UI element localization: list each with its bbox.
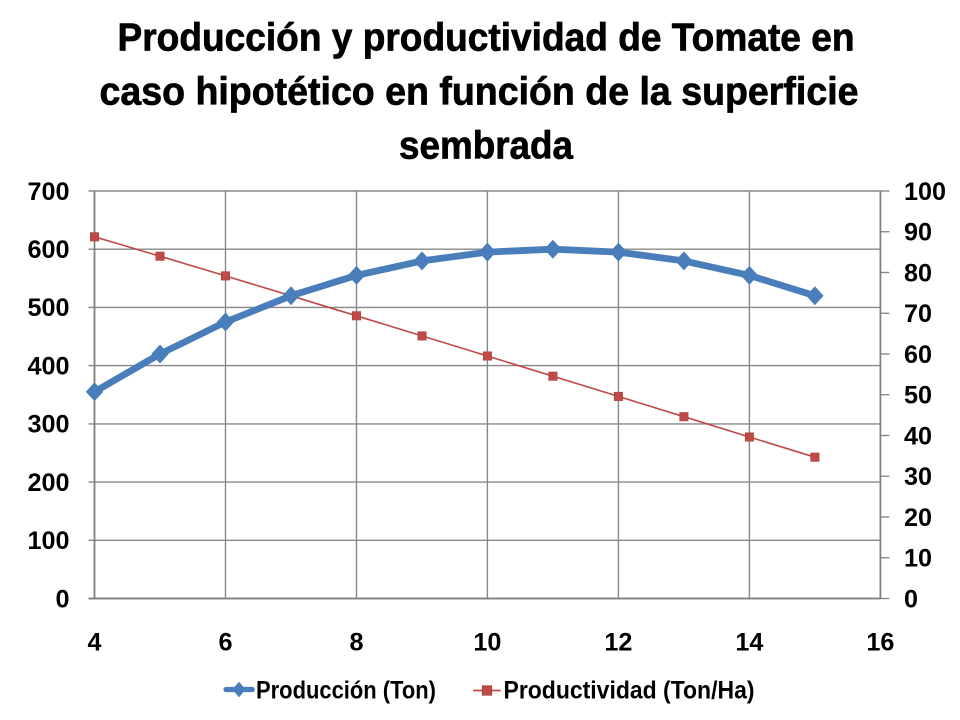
svg-text:10: 10 bbox=[473, 629, 501, 657]
svg-text:sembrada: sembrada bbox=[399, 124, 574, 168]
svg-text:70: 70 bbox=[904, 300, 932, 328]
svg-text:100: 100 bbox=[27, 527, 69, 555]
svg-text:12: 12 bbox=[604, 629, 632, 657]
svg-text:10: 10 bbox=[904, 545, 932, 573]
svg-text:700: 700 bbox=[27, 178, 69, 206]
svg-text:30: 30 bbox=[904, 463, 932, 491]
svg-text:20: 20 bbox=[904, 504, 932, 532]
svg-text:16: 16 bbox=[866, 629, 894, 657]
svg-text:40: 40 bbox=[904, 422, 932, 450]
svg-text:90: 90 bbox=[904, 219, 932, 247]
svg-text:600: 600 bbox=[27, 236, 69, 264]
svg-text:60: 60 bbox=[904, 341, 932, 369]
svg-text:200: 200 bbox=[27, 469, 69, 497]
svg-text:0: 0 bbox=[55, 585, 69, 613]
svg-text:80: 80 bbox=[904, 259, 932, 287]
svg-text:400: 400 bbox=[27, 352, 69, 380]
svg-text:6: 6 bbox=[218, 629, 232, 657]
svg-text:300: 300 bbox=[27, 411, 69, 439]
svg-text:caso hipotético en función de: caso hipotético en función de la superfi… bbox=[100, 70, 859, 114]
svg-text:50: 50 bbox=[904, 382, 932, 410]
svg-text:4: 4 bbox=[87, 629, 101, 657]
svg-text:Producción (Ton): Producción (Ton) bbox=[256, 677, 436, 705]
svg-text:14: 14 bbox=[735, 629, 763, 657]
svg-text:Productividad (Ton/Ha): Productividad (Ton/Ha) bbox=[504, 677, 755, 705]
svg-text:100: 100 bbox=[904, 178, 946, 206]
svg-text:500: 500 bbox=[27, 294, 69, 322]
svg-text:0: 0 bbox=[904, 585, 918, 613]
svg-text:Producción y productividad de: Producción y productividad de Tomate en bbox=[118, 16, 855, 60]
svg-text:8: 8 bbox=[349, 629, 363, 657]
